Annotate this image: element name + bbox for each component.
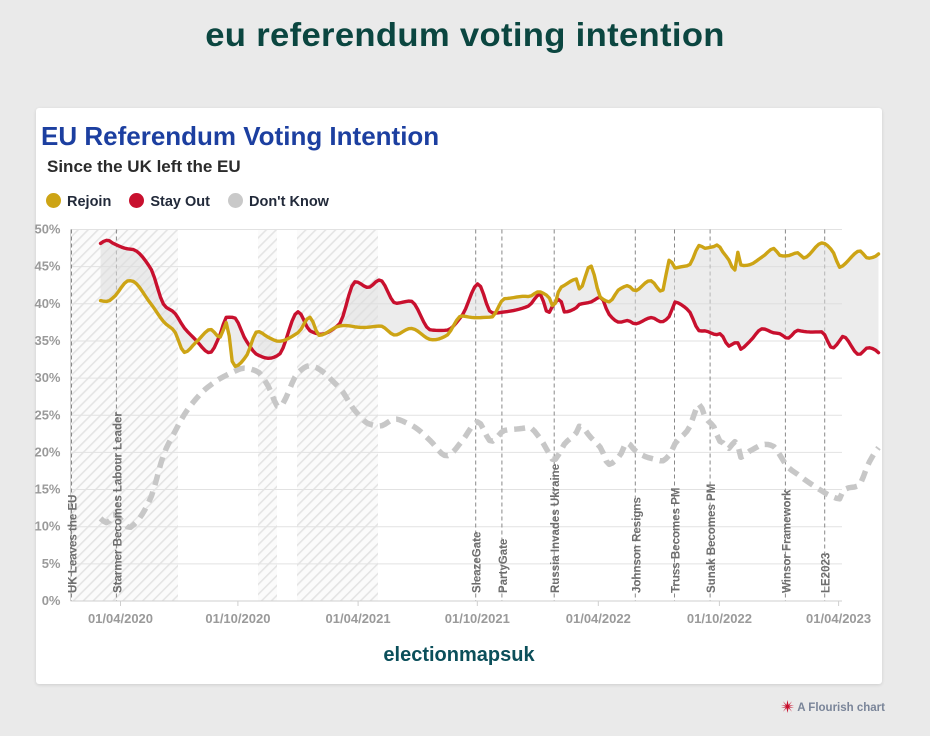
svg-text:LE2023: LE2023 bbox=[821, 553, 833, 593]
svg-text:45%: 45% bbox=[34, 259, 60, 274]
svg-text:Truss Becomes PM: Truss Becomes PM bbox=[671, 488, 683, 593]
svg-text:Russia Invades Ukraine: Russia Invades Ukraine bbox=[550, 464, 562, 593]
svg-text:15%: 15% bbox=[34, 482, 60, 497]
svg-text:Winsor Framework: Winsor Framework bbox=[781, 489, 793, 593]
svg-text:30%: 30% bbox=[34, 370, 60, 385]
svg-text:10%: 10% bbox=[34, 519, 60, 534]
svg-text:Sunak Becomes PM: Sunak Becomes PM bbox=[706, 484, 718, 593]
svg-text:5%: 5% bbox=[42, 556, 61, 571]
svg-text:UK Leaves the EU: UK Leaves the EU bbox=[68, 495, 80, 593]
svg-text:Starmer Becomes Labour Leader: Starmer Becomes Labour Leader bbox=[112, 412, 124, 593]
svg-text:01/10/2020: 01/10/2020 bbox=[205, 611, 270, 626]
svg-text:PartyGate: PartyGate bbox=[498, 539, 510, 593]
svg-text:01/04/2022: 01/04/2022 bbox=[566, 611, 631, 626]
svg-text:01/04/2021: 01/04/2021 bbox=[326, 611, 391, 626]
svg-text:01/10/2022: 01/10/2022 bbox=[687, 611, 752, 626]
svg-text:01/10/2021: 01/10/2021 bbox=[445, 611, 510, 626]
svg-text:01/04/2020: 01/04/2020 bbox=[88, 611, 153, 626]
svg-text:20%: 20% bbox=[34, 444, 60, 459]
svg-text:50%: 50% bbox=[34, 222, 60, 237]
svg-text:40%: 40% bbox=[34, 296, 60, 311]
svg-text:SleazeGate: SleazeGate bbox=[472, 532, 484, 593]
svg-text:25%: 25% bbox=[34, 407, 60, 422]
svg-text:Johnson Resigns: Johnson Resigns bbox=[631, 497, 643, 593]
svg-text:0%: 0% bbox=[42, 593, 61, 608]
svg-text:35%: 35% bbox=[34, 333, 60, 348]
svg-text:01/04/2023: 01/04/2023 bbox=[806, 611, 871, 626]
